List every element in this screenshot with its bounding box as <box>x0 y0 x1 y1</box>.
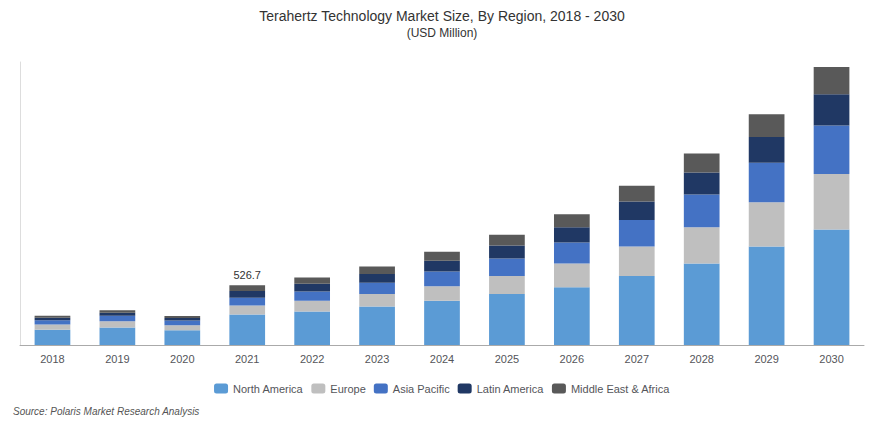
svg-text:Asia Pacific: Asia Pacific <box>393 383 450 395</box>
svg-text:526.7: 526.7 <box>233 269 261 281</box>
svg-text:2020: 2020 <box>170 353 194 365</box>
svg-text:2029: 2029 <box>754 353 778 365</box>
svg-text:North America: North America <box>233 383 304 395</box>
svg-text:2021: 2021 <box>235 353 259 365</box>
svg-text:2019: 2019 <box>105 353 129 365</box>
svg-text:2027: 2027 <box>625 353 649 365</box>
svg-text:2025: 2025 <box>495 353 519 365</box>
svg-text:Source: Polaris Market Researc: Source: Polaris Market Research Analysis <box>13 406 199 417</box>
svg-text:Europe: Europe <box>330 383 365 395</box>
svg-text:2028: 2028 <box>689 353 713 365</box>
svg-text:2024: 2024 <box>430 353 454 365</box>
svg-text:Terahertz Technology Market Si: Terahertz Technology Market Size, By Reg… <box>259 8 625 24</box>
svg-text:2022: 2022 <box>300 353 324 365</box>
svg-text:Latin America: Latin America <box>477 383 545 395</box>
svg-text:2030: 2030 <box>819 353 843 365</box>
svg-text:2018: 2018 <box>40 353 64 365</box>
svg-text:2023: 2023 <box>365 353 389 365</box>
svg-text:2026: 2026 <box>560 353 584 365</box>
svg-text:Middle East & Africa: Middle East & Africa <box>571 383 670 395</box>
svg-text:(USD Million): (USD Million) <box>407 26 478 40</box>
